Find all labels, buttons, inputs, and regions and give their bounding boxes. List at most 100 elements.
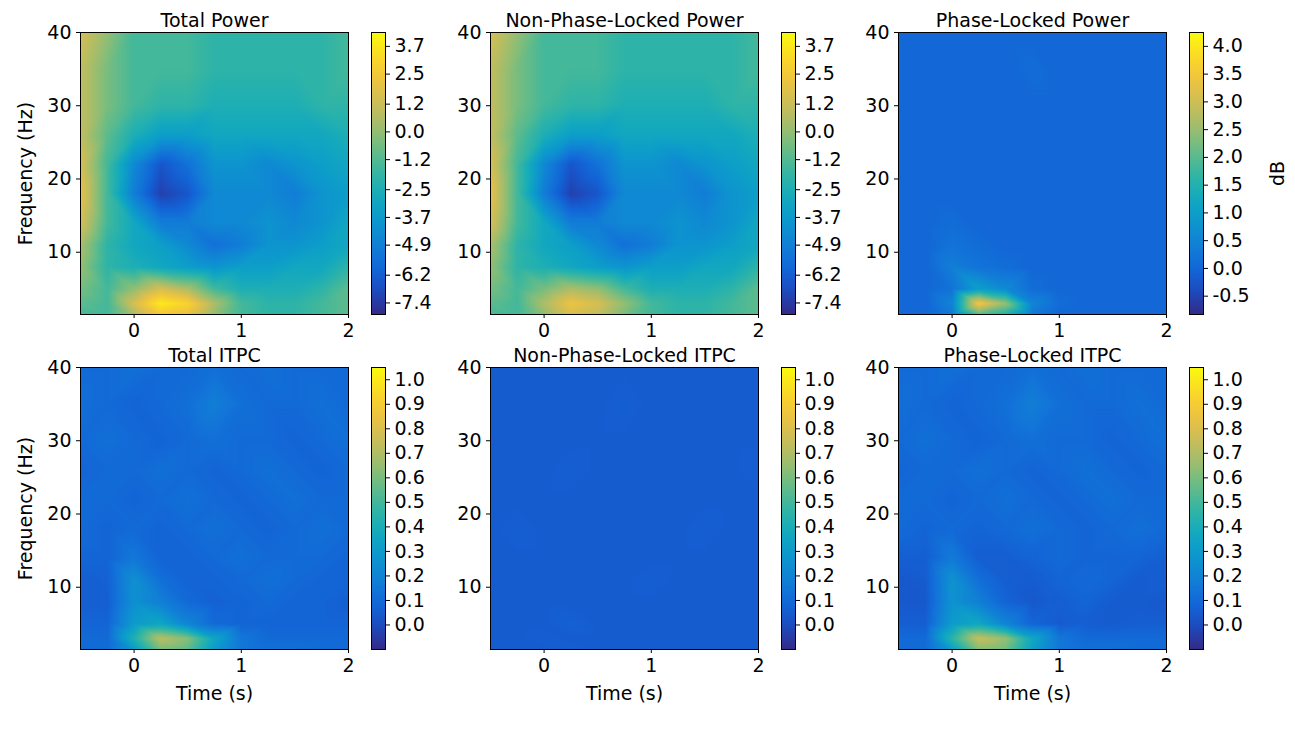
svg-text:-3.7: -3.7 bbox=[805, 205, 842, 227]
svg-text:0.2: 0.2 bbox=[805, 564, 835, 586]
svg-text:0.2: 0.2 bbox=[395, 564, 425, 586]
svg-text:1.0: 1.0 bbox=[1213, 368, 1243, 390]
svg-text:0.3: 0.3 bbox=[805, 539, 835, 561]
svg-text:0: 0 bbox=[946, 654, 958, 676]
svg-text:-3.7: -3.7 bbox=[395, 205, 432, 227]
svg-text:Phase-Locked Power: Phase-Locked Power bbox=[936, 9, 1130, 31]
svg-text:30: 30 bbox=[457, 94, 481, 116]
svg-text:dB: dB bbox=[1266, 161, 1288, 186]
svg-text:Non-Phase-Locked ITPC: Non-Phase-Locked ITPC bbox=[513, 344, 736, 366]
svg-text:-1.2: -1.2 bbox=[395, 148, 432, 170]
svg-text:10: 10 bbox=[47, 240, 71, 262]
svg-text:3.0: 3.0 bbox=[1213, 90, 1243, 112]
svg-text:2: 2 bbox=[1160, 319, 1172, 341]
svg-text:Frequency (Hz): Frequency (Hz) bbox=[14, 437, 36, 580]
svg-text:2: 2 bbox=[752, 319, 764, 341]
svg-text:0.1: 0.1 bbox=[395, 589, 425, 611]
svg-text:1: 1 bbox=[1053, 319, 1065, 341]
svg-text:Time (s): Time (s) bbox=[585, 682, 663, 704]
svg-text:1.2: 1.2 bbox=[805, 92, 835, 114]
svg-text:30: 30 bbox=[457, 429, 481, 451]
svg-text:0.8: 0.8 bbox=[805, 417, 835, 439]
svg-text:3.7: 3.7 bbox=[395, 34, 425, 56]
svg-text:0: 0 bbox=[946, 319, 958, 341]
svg-text:-2.5: -2.5 bbox=[395, 178, 432, 200]
svg-text:2.0: 2.0 bbox=[1213, 145, 1243, 167]
svg-text:40: 40 bbox=[865, 21, 889, 43]
svg-text:1.0: 1.0 bbox=[395, 368, 425, 390]
svg-text:0.8: 0.8 bbox=[395, 417, 425, 439]
svg-text:1.2: 1.2 bbox=[395, 92, 425, 114]
svg-text:20: 20 bbox=[47, 502, 71, 524]
svg-text:0.1: 0.1 bbox=[1213, 589, 1243, 611]
svg-text:0.0: 0.0 bbox=[805, 613, 835, 635]
svg-text:0.9: 0.9 bbox=[395, 392, 425, 414]
svg-text:0.0: 0.0 bbox=[1213, 257, 1243, 279]
svg-text:3.7: 3.7 bbox=[805, 34, 835, 56]
svg-text:0.6: 0.6 bbox=[1213, 466, 1243, 488]
svg-text:1: 1 bbox=[645, 654, 657, 676]
svg-text:40: 40 bbox=[47, 21, 71, 43]
svg-text:0.6: 0.6 bbox=[395, 466, 425, 488]
svg-text:0: 0 bbox=[128, 319, 140, 341]
svg-text:Frequency (Hz): Frequency (Hz) bbox=[14, 102, 36, 245]
svg-text:0.1: 0.1 bbox=[805, 589, 835, 611]
svg-text:0.7: 0.7 bbox=[395, 441, 425, 463]
svg-text:-2.5: -2.5 bbox=[805, 178, 842, 200]
svg-text:40: 40 bbox=[865, 356, 889, 378]
svg-text:40: 40 bbox=[47, 356, 71, 378]
svg-text:-4.9: -4.9 bbox=[805, 233, 842, 255]
svg-text:-7.4: -7.4 bbox=[395, 291, 432, 313]
svg-text:20: 20 bbox=[457, 502, 481, 524]
svg-text:Total ITPC: Total ITPC bbox=[167, 344, 260, 366]
svg-text:20: 20 bbox=[457, 167, 481, 189]
svg-text:30: 30 bbox=[47, 429, 71, 451]
svg-text:0.4: 0.4 bbox=[805, 515, 835, 537]
svg-text:-1.2: -1.2 bbox=[805, 148, 842, 170]
svg-text:3.5: 3.5 bbox=[1213, 62, 1243, 84]
svg-text:-0.5: -0.5 bbox=[1213, 284, 1250, 306]
svg-text:0.4: 0.4 bbox=[1213, 515, 1243, 537]
svg-text:0: 0 bbox=[128, 654, 140, 676]
svg-text:2: 2 bbox=[342, 319, 354, 341]
svg-text:1: 1 bbox=[235, 654, 247, 676]
svg-text:30: 30 bbox=[865, 94, 889, 116]
svg-text:10: 10 bbox=[47, 575, 71, 597]
svg-text:2.5: 2.5 bbox=[395, 62, 425, 84]
svg-text:10: 10 bbox=[457, 240, 481, 262]
svg-text:0.6: 0.6 bbox=[805, 466, 835, 488]
svg-text:0.9: 0.9 bbox=[1213, 392, 1243, 414]
svg-text:2: 2 bbox=[1160, 654, 1172, 676]
svg-text:0.0: 0.0 bbox=[395, 120, 425, 142]
svg-text:0.0: 0.0 bbox=[395, 613, 425, 635]
svg-text:40: 40 bbox=[457, 356, 481, 378]
svg-text:1: 1 bbox=[1053, 654, 1065, 676]
svg-text:0.7: 0.7 bbox=[805, 441, 835, 463]
svg-text:Time (s): Time (s) bbox=[993, 682, 1071, 704]
svg-text:-6.2: -6.2 bbox=[805, 263, 842, 285]
svg-text:2.5: 2.5 bbox=[1213, 118, 1243, 140]
svg-text:1.0: 1.0 bbox=[805, 368, 835, 390]
svg-text:0: 0 bbox=[538, 654, 550, 676]
svg-text:0.5: 0.5 bbox=[805, 490, 835, 512]
svg-text:10: 10 bbox=[457, 575, 481, 597]
svg-text:Phase-Locked ITPC: Phase-Locked ITPC bbox=[944, 344, 1122, 366]
svg-text:0.5: 0.5 bbox=[1213, 490, 1243, 512]
svg-text:20: 20 bbox=[865, 167, 889, 189]
svg-text:10: 10 bbox=[865, 240, 889, 262]
svg-text:-4.9: -4.9 bbox=[395, 233, 432, 255]
svg-text:0.7: 0.7 bbox=[1213, 441, 1243, 463]
svg-text:20: 20 bbox=[47, 167, 71, 189]
svg-text:2: 2 bbox=[342, 654, 354, 676]
svg-text:1.0: 1.0 bbox=[1213, 201, 1243, 223]
svg-text:0.5: 0.5 bbox=[1213, 229, 1243, 251]
svg-text:0.3: 0.3 bbox=[1213, 539, 1243, 561]
svg-text:-7.4: -7.4 bbox=[805, 291, 842, 313]
svg-text:0.4: 0.4 bbox=[395, 515, 425, 537]
svg-text:Time (s): Time (s) bbox=[175, 682, 253, 704]
svg-text:30: 30 bbox=[47, 94, 71, 116]
svg-text:Non-Phase-Locked Power: Non-Phase-Locked Power bbox=[505, 9, 743, 31]
svg-text:10: 10 bbox=[865, 575, 889, 597]
svg-text:0.5: 0.5 bbox=[395, 490, 425, 512]
svg-text:0: 0 bbox=[538, 319, 550, 341]
